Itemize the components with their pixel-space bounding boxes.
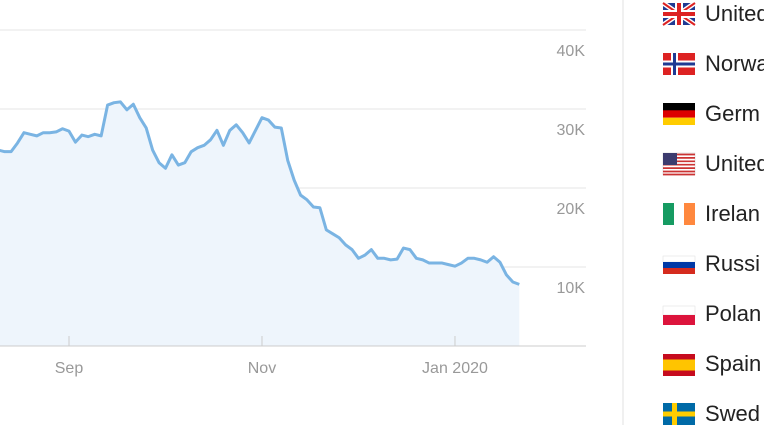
legend-label: Spain (705, 351, 761, 376)
legend-label: Norwa (705, 51, 764, 76)
flag-sweden (663, 403, 695, 425)
legend-label: Swed (705, 401, 760, 425)
y-tick-label: 10K (557, 280, 586, 297)
x-tick-label: Sep (55, 360, 84, 377)
line (0, 100, 520, 286)
flag-russia (662, 255, 696, 274)
y-tick-label: 30K (557, 122, 586, 139)
y-tick-label: 40K (557, 43, 586, 60)
legend-label: Russi (705, 251, 760, 276)
flag-us (662, 152, 696, 176)
legend: United Norwa Germ United Irelan Russi Po… (661, 0, 764, 425)
x-tick-label: Nov (248, 360, 276, 377)
legend-label: Irelan (705, 201, 760, 226)
flag-germany (663, 103, 695, 125)
legend-label: United (705, 1, 764, 26)
flag-poland (662, 305, 696, 325)
flag-ireland (663, 203, 695, 225)
y-tick-label: 20K (557, 201, 586, 218)
x-tick-label: Jan 2020 (422, 360, 488, 377)
flag-norway (663, 53, 695, 75)
flag-spain (663, 354, 695, 376)
legend-label: United (705, 151, 764, 176)
area (0, 101, 520, 346)
legend-label: Polan (705, 301, 761, 326)
flag-uk (661, 0, 697, 28)
legend-label: Germ (705, 101, 760, 126)
